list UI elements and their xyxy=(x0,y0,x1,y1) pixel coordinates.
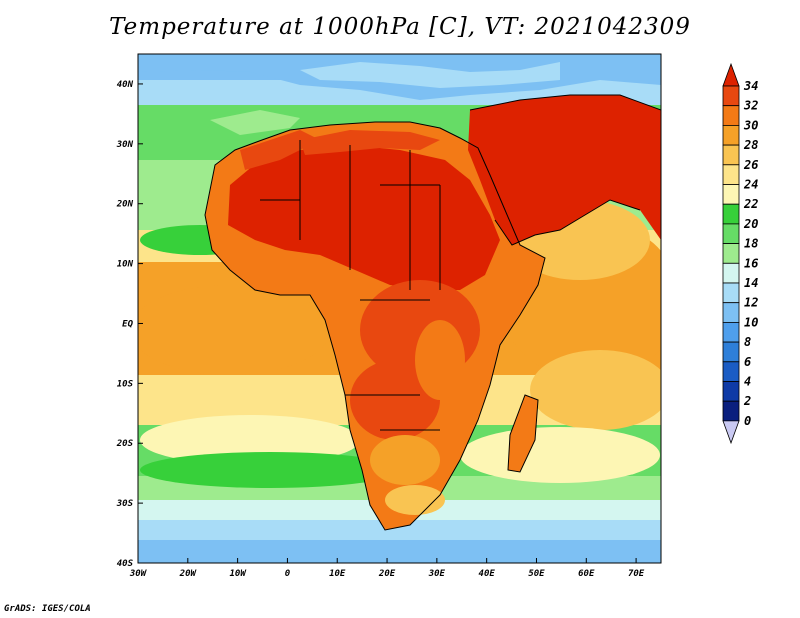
colorbar-segment xyxy=(722,203,740,225)
colorbar-segment xyxy=(722,105,740,126)
lon-tick-label: 30E xyxy=(428,569,446,579)
colorbar-segment xyxy=(722,400,740,422)
colorbar-label: 10 xyxy=(744,315,758,329)
colorbar-label: 0 xyxy=(744,414,751,428)
colorbar-segment xyxy=(722,302,740,323)
colorbar-label: 2 xyxy=(743,394,751,408)
colorbar-label: 30 xyxy=(743,118,758,132)
lat-tick-label: 40N xyxy=(117,80,134,90)
lon-tick-label: 10E xyxy=(329,569,346,579)
latitude-axis: 40N 30N 20N 10N EQ 10S 20S 30S 40S xyxy=(116,80,143,569)
colorbar-label: 6 xyxy=(744,355,751,369)
colorbar-segment xyxy=(722,144,740,166)
colorbar-segment xyxy=(722,321,740,343)
lat-tick-label: 40S xyxy=(117,559,134,569)
map-frame xyxy=(137,53,662,564)
lon-tick-label: 20E xyxy=(378,569,396,579)
colorbar-segment xyxy=(722,361,740,382)
madagascar xyxy=(508,395,538,472)
lat-tick-label: 30N xyxy=(116,140,134,150)
map-panel: 30W 20W 10W 0 10E 20E 30E 40E 50E 60E 70E 40N 30N 20… xyxy=(116,53,662,579)
lat-tick-label: EQ xyxy=(122,319,133,329)
coastlines xyxy=(204,94,661,531)
colorbar-segment xyxy=(722,282,740,304)
colorbar-segment xyxy=(722,85,740,107)
colorbar-segment xyxy=(722,125,740,146)
lon-tick-label: 40E xyxy=(479,569,496,579)
lon-tick-label: 70E xyxy=(628,569,645,579)
colorbar-label: 16 xyxy=(744,256,758,270)
colorbar-label: 28 xyxy=(743,138,758,152)
grads-credit: GrADS: IGES/COLA xyxy=(4,604,91,614)
colorbar-label: 32 xyxy=(743,99,758,113)
colorbar-label: 24 xyxy=(743,178,758,192)
colorbar-segment xyxy=(722,243,740,264)
lat-tick-label: 30S xyxy=(116,499,134,509)
colorbar-segment xyxy=(722,164,740,185)
colorbar-label: 22 xyxy=(743,197,758,211)
longitude-axis: 30W 20W 10W 0 10E 20E 30E 40E 50E 60E 70E xyxy=(129,558,645,579)
colorbar-segment xyxy=(722,381,740,402)
lat-tick-label: 20S xyxy=(116,439,134,449)
arabia-hot-region xyxy=(468,95,661,245)
colorbar-segment xyxy=(722,341,740,363)
colorbar-label: 34 xyxy=(743,79,758,93)
lat-tick-label: 10S xyxy=(117,379,134,389)
colorbar-segment xyxy=(722,184,740,205)
colorbar-label: 14 xyxy=(744,276,758,290)
lon-tick-label: 30W xyxy=(129,569,148,579)
colorbar-label: 26 xyxy=(743,158,758,172)
lon-tick-label: 60E xyxy=(578,569,595,579)
colorbar-label: 8 xyxy=(744,335,751,349)
temperature-field xyxy=(138,54,661,563)
colorbar-segment xyxy=(722,223,740,244)
lon-tick-label: 50E xyxy=(528,569,545,579)
lon-tick-label: 20W xyxy=(179,569,198,579)
lon-tick-label: 0 xyxy=(285,569,291,579)
colorbar-label: 4 xyxy=(744,375,751,389)
colorbar-top-arrow xyxy=(722,62,740,87)
lat-tick-label: 10N xyxy=(117,260,134,270)
colorbar-label: 18 xyxy=(744,237,758,251)
colorbar-segment xyxy=(722,262,740,284)
lon-tick-label: 10W xyxy=(229,569,247,579)
colorbar-bottom-arrow xyxy=(722,420,740,445)
map-title: Temperature at 1000hPa [C], VT: 20210423… xyxy=(109,14,691,40)
lat-tick-label: 20N xyxy=(116,200,134,210)
colorbar-label: 20 xyxy=(743,217,758,231)
colorbar-label: 12 xyxy=(744,296,758,310)
sahara-hot-region xyxy=(228,145,500,290)
